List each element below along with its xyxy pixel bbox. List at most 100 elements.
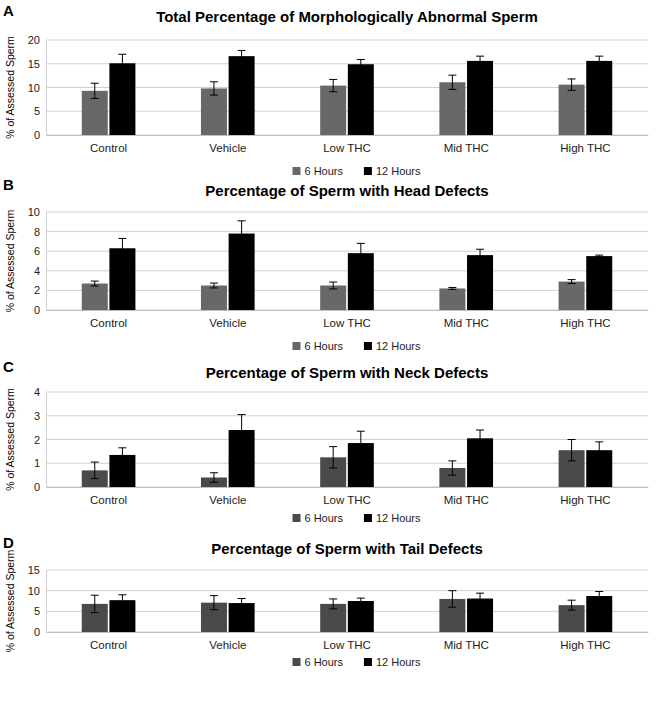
- y-tick: 10: [28, 82, 46, 94]
- grid-line: [46, 590, 648, 591]
- y-tick: 0: [34, 304, 46, 316]
- error-bar-cap: [595, 600, 603, 601]
- x-tick-label: Mid THC: [444, 494, 489, 506]
- y-axis: 01234: [34, 386, 47, 493]
- error-bar-cap: [210, 95, 218, 96]
- plot-area: [82, 415, 612, 487]
- grid-line: [46, 270, 648, 271]
- error-bar-stem: [241, 50, 242, 61]
- error-bar-cap: [238, 445, 246, 446]
- error-bar-cap: [476, 446, 484, 447]
- error-bar-cap: [448, 460, 456, 461]
- x-tick: Control: [90, 632, 127, 651]
- error-bar: [91, 281, 99, 286]
- legend-label: 12 Hours: [376, 512, 421, 524]
- error-bar: [238, 221, 246, 246]
- bar: [229, 603, 255, 632]
- error-bar-stem: [122, 595, 123, 606]
- error-bar-cap: [118, 462, 126, 463]
- error-bar: [210, 596, 218, 610]
- y-tick: 10: [28, 206, 46, 218]
- error-bar-cap: [568, 78, 576, 79]
- error-bar: [357, 243, 365, 263]
- error-bar-cap: [476, 593, 484, 594]
- error-bar-cap: [568, 460, 576, 461]
- error-bar-cap: [329, 608, 337, 609]
- error-bar-stem: [241, 221, 242, 246]
- y-axis: 05101520: [28, 34, 47, 141]
- x-tick-label: High THC: [560, 317, 610, 329]
- y-tick: 1: [34, 457, 46, 469]
- x-tick-label: Control: [90, 317, 127, 329]
- chart-title: Percentage of Sperm with Head Defects: [205, 182, 488, 199]
- bar: [348, 601, 374, 632]
- bar: [109, 63, 135, 135]
- y-tick: 6: [34, 245, 46, 257]
- error-bar-cap: [357, 59, 365, 60]
- error-bar: [238, 415, 246, 446]
- error-bar-cap: [357, 598, 365, 599]
- error-bar-cap: [118, 238, 126, 239]
- legend-item: 6 Hours: [293, 512, 344, 524]
- legend-label: 12 Hours: [376, 656, 421, 668]
- panel: CPercentage of Sperm with Neck Defects% …: [3, 358, 649, 524]
- error-bar: [210, 82, 218, 95]
- error-bar-cap: [210, 472, 218, 473]
- grid-line: [46, 392, 648, 393]
- series: [109, 591, 612, 632]
- error-bar: [476, 593, 484, 604]
- error-bar-cap: [595, 56, 603, 57]
- error-bar-stem: [480, 249, 481, 261]
- error-bar-cap: [210, 595, 218, 596]
- error-bar: [357, 59, 365, 69]
- x-axis: ControlVehicleLow THCMid THCHigh THC: [47, 135, 649, 154]
- error-bar-cap: [91, 98, 99, 99]
- error-bar-cap: [118, 605, 126, 606]
- error-bar-stem: [333, 599, 334, 609]
- figure: ATotal Percentage of Morphologically Abn…: [0, 0, 669, 704]
- grid-line: [46, 415, 648, 416]
- error-bar-cap: [595, 255, 603, 256]
- x-tick: Mid THC: [444, 487, 489, 506]
- bar: [586, 596, 612, 632]
- x-axis: Control Vehicle Low THC Mid THC High THC: [47, 310, 649, 329]
- y-tick: 2: [34, 434, 46, 446]
- legend-item: 12 Hours: [364, 340, 421, 352]
- error-bar-cap: [568, 600, 576, 601]
- error-bar-cap: [568, 439, 576, 440]
- error-bar-cap: [238, 61, 246, 62]
- legend-swatch: [293, 167, 301, 175]
- legend-item: 6 Hours: [293, 340, 344, 352]
- error-bar-cap: [568, 90, 576, 91]
- x-tick: High THC: [560, 632, 610, 651]
- x-tick-label: Low THC: [323, 142, 371, 154]
- error-bar: [568, 280, 576, 284]
- error-bar-cap: [568, 610, 576, 611]
- error-bar-cap: [448, 75, 456, 76]
- y-tick: 10: [28, 585, 46, 597]
- y-tick: 5: [34, 105, 46, 117]
- x-axis-line: [47, 487, 649, 488]
- plot-area: [82, 50, 612, 135]
- error-bar: [568, 600, 576, 610]
- y-tick: 0: [34, 626, 46, 638]
- error-bar-cap: [210, 609, 218, 610]
- error-bar: [238, 50, 246, 61]
- grid-line: [46, 231, 648, 232]
- error-bar-cap: [91, 478, 99, 479]
- error-bar-stem: [94, 595, 95, 612]
- x-tick-label: Low THC: [323, 494, 371, 506]
- bar: [82, 284, 108, 310]
- error-bar-stem: [333, 447, 334, 468]
- panel-letter: D: [3, 534, 14, 551]
- x-tick: Mid THC: [444, 135, 489, 154]
- x-tick: Vehicle: [209, 487, 246, 506]
- x-tick-label: Low THC: [323, 317, 371, 329]
- error-bar: [595, 255, 603, 257]
- x-tick: Mid THC: [444, 310, 489, 329]
- error-bar-cap: [476, 65, 484, 66]
- x-tick-label: Mid THC: [444, 142, 489, 154]
- x-tick: Vehicle: [209, 310, 246, 329]
- legend-label: 6 Hours: [305, 512, 344, 524]
- y-tick: 5: [34, 605, 46, 617]
